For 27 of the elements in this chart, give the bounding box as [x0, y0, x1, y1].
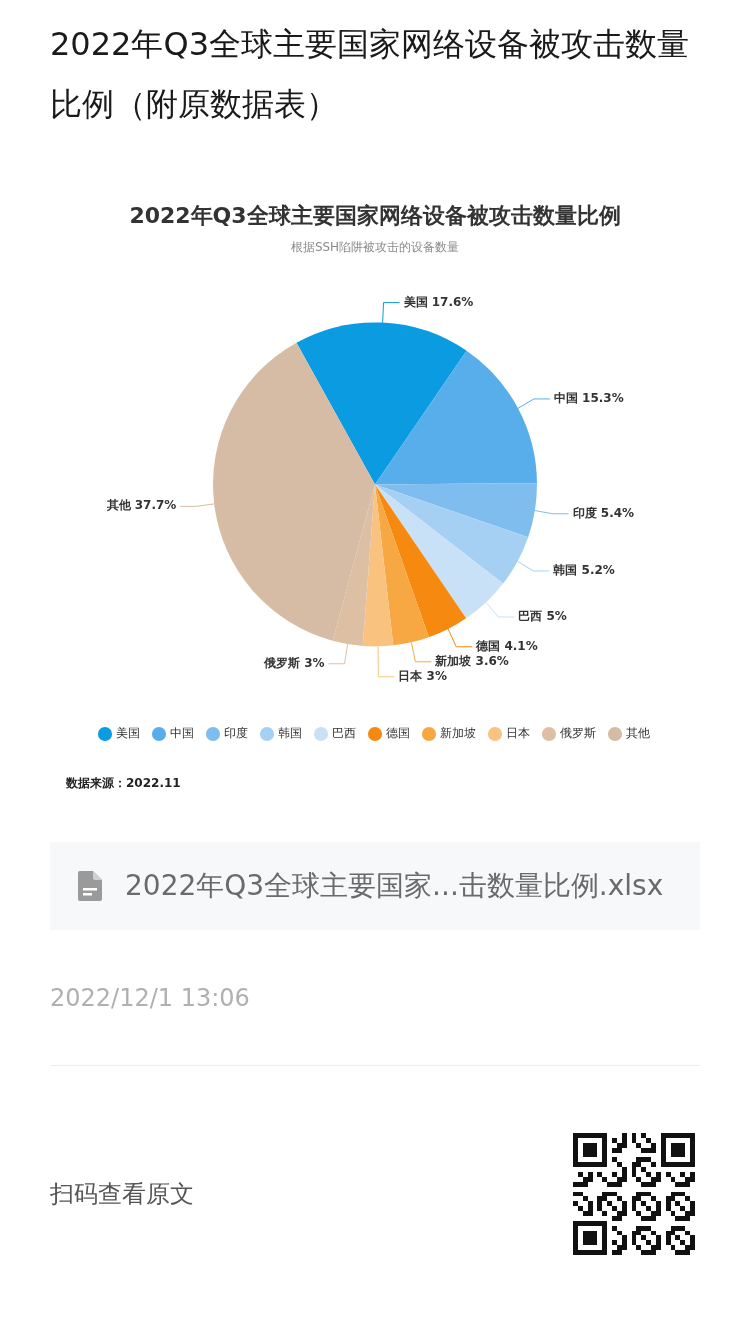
legend-label: 中国: [170, 726, 194, 741]
legend-label: 日本: [506, 726, 530, 741]
legend-label: 俄罗斯: [560, 726, 596, 741]
data-label: 新加坡 3.6%: [434, 653, 509, 668]
chart-title: 2022年Q3全球主要国家网络设备被攻击数量比例: [129, 202, 621, 228]
legend-label: 新加坡: [440, 726, 476, 741]
source-note: 数据来源：2022.11: [66, 776, 181, 790]
legend-label: 德国: [386, 726, 410, 741]
chart-subtitle: 根据SSH陷阱被攻击的设备数量: [290, 239, 460, 254]
data-label: 德国 4.1%: [475, 638, 538, 653]
data-label: 韩国 5.2%: [552, 563, 615, 578]
legend-label: 韩国: [278, 726, 302, 741]
text: 2022/12/1 13:06: [50, 984, 250, 1012]
data-label: 俄罗斯 3%: [262, 655, 325, 670]
data-label: 中国 15.3%: [553, 391, 624, 406]
legend-label: 其他: [626, 726, 650, 741]
data-label: 日本 3%: [398, 668, 447, 683]
text: 扫码查看原文: [50, 1180, 194, 1208]
data-label: 巴西 5%: [518, 609, 567, 624]
data-label: 美国 17.6%: [402, 294, 474, 309]
legend-label: 美国: [116, 726, 140, 741]
legend-label: 印度: [224, 726, 248, 741]
text: 2022年Q3全球主要国家网络设备被攻击数量比例（附原数据表）: [50, 25, 689, 123]
legend-label: 巴西: [332, 726, 356, 741]
data-label: 印度 5.4%: [572, 505, 635, 520]
data-label: 其他 37.7%: [105, 498, 177, 513]
file-card: 2022年Q3全球主要国家...击数量比例.xlsx: [50, 842, 700, 930]
